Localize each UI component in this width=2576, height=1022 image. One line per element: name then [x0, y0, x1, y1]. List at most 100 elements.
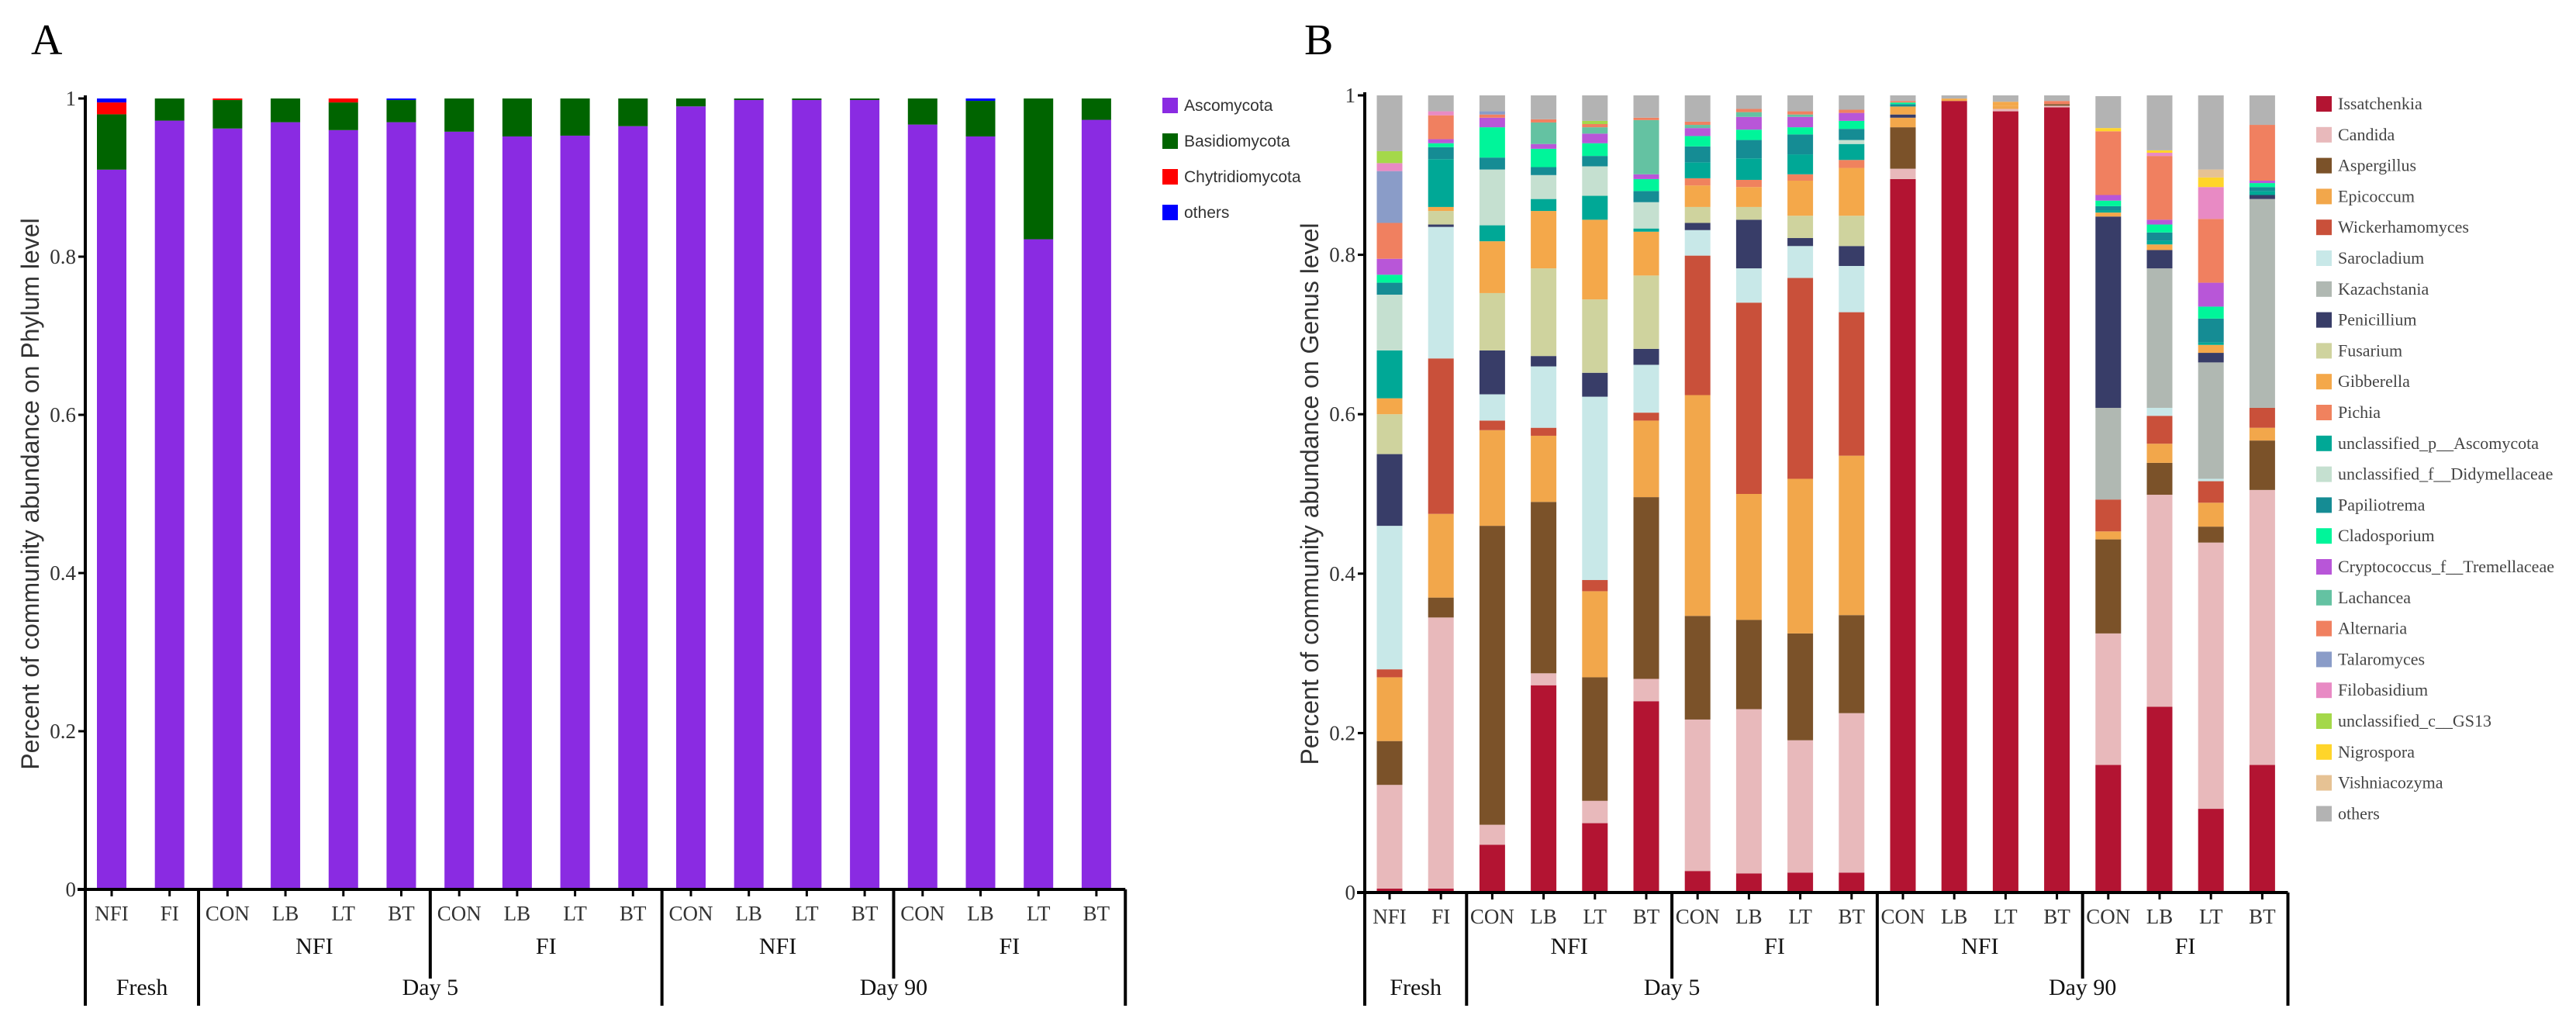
panel-label: B	[1304, 16, 1333, 64]
legend-swatch	[1162, 133, 1178, 149]
legend-label: Aspergillus	[2338, 156, 2416, 175]
bar-segment-others	[2095, 96, 2122, 129]
bar-segment-ascomycota	[444, 131, 475, 890]
legend-swatch	[2316, 96, 2332, 112]
bar-segment-ascomycota	[618, 126, 648, 889]
bar-segment-basidiomycota	[850, 98, 880, 101]
bar-segment-cladosporium	[1531, 148, 1557, 167]
bar-segment-unclassified-p-ascomycota	[1582, 195, 1608, 220]
y-tick-label: 0.2	[50, 720, 76, 743]
bar-segment-cryptococcus-f-tremellaceae	[1735, 116, 1762, 130]
y-tick-label: 0.8	[1329, 243, 1355, 267]
bar-segment-basidiomycota	[386, 100, 416, 123]
legend-item: Talaromyces	[2316, 649, 2425, 668]
bar-segment-kazachstania	[2146, 268, 2173, 408]
bar-segment-basidiomycota	[154, 98, 185, 121]
x-tick-label: LT	[563, 902, 587, 925]
bar-segment-fusarium	[1787, 216, 1814, 239]
bar-segment-ascomycota	[328, 129, 358, 890]
bar-segment-cryptococcus-f-tremellaceae	[1633, 174, 1659, 179]
bar-segment-others	[1684, 95, 1711, 122]
bar-segment-aspergillus	[2095, 539, 2122, 634]
bar-segment-alternaria	[2249, 125, 2275, 181]
bar-segment-pichia	[1684, 178, 1711, 186]
x-tick-label: NFI	[1373, 905, 1407, 928]
bars	[1376, 95, 2275, 893]
legend-swatch	[2316, 343, 2332, 359]
group-label: Day 5	[402, 975, 458, 1000]
bar-segment-sarocladium	[1735, 268, 1762, 303]
bar-segment-gibberella	[1941, 98, 1967, 102]
legend-swatch	[2316, 497, 2332, 513]
bar-segment-basidiomycota	[444, 98, 475, 132]
bar-segment-epicoccum	[1376, 677, 1403, 741]
bar-segment-ascomycota	[1024, 239, 1054, 889]
bar-segment-alternaria	[2146, 156, 2173, 220]
bar-segment-papiliotrema	[1787, 134, 1814, 155]
bar-segment-penicillium	[1839, 246, 1865, 266]
bar-segment-cryptococcus-f-tremellaceae	[2249, 180, 2275, 184]
legend-swatch	[1162, 205, 1178, 220]
group-label: Day 90	[860, 975, 927, 1000]
group-label: Day 90	[2049, 975, 2116, 1000]
bar-segment-wickerhamomyces	[2095, 499, 2122, 532]
bar-segment-cladosporium	[1428, 143, 1454, 147]
bar-segment-chytridiomycota	[328, 98, 358, 103]
y-tick-label: 0	[66, 878, 77, 901]
bar-segment-papiliotrema	[1376, 282, 1403, 295]
bar-segment-cryptococcus-f-tremellaceae	[1531, 143, 1557, 149]
bar-segment-cladosporium	[1479, 127, 1505, 158]
bar-segment-papiliotrema	[1582, 156, 1608, 167]
x-tick-label: BT	[1839, 905, 1866, 928]
bar-segment-gibberella	[1735, 187, 1762, 207]
bar-segment-fusarium	[1684, 206, 1711, 223]
bar-segment-issatchenkia	[1376, 888, 1403, 893]
bar-segment-basidiomycota	[965, 101, 996, 136]
bar-segment-issatchenkia	[1941, 101, 1967, 893]
legend-label: Filobasidium	[2338, 680, 2428, 699]
bar-segment-candida	[1839, 713, 1865, 873]
bar-segment-cryptococcus-f-tremellaceae	[1479, 117, 1505, 128]
legend-label: Cryptococcus_f__Tremellaceae	[2338, 557, 2554, 576]
x-tick-label: BT	[1083, 902, 1110, 925]
chart-panel-A: A NFI FI CON LB LT BT CON LB LT BT CON LB LT BT CON LB LT…	[16, 16, 1301, 1006]
bar-segment-unclassified-p-ascomycota	[1479, 225, 1505, 242]
bar-segment-sarocladium	[1479, 394, 1505, 421]
bar-segment-ascomycota	[502, 136, 532, 889]
legend-label: unclassified_c__GS13	[2338, 711, 2491, 730]
legend-swatch	[2316, 589, 2332, 606]
bar-segment-cryptococcus-f-tremellaceae	[2198, 282, 2224, 307]
bar-segment-sarocladium	[1684, 230, 1711, 256]
bar-segment-basidiomycota	[271, 98, 301, 123]
bar-segment-filobasidium	[2146, 153, 2173, 157]
bar-segment-cladosporium	[1376, 274, 1403, 283]
bar-segment-wickerhamomyces	[1787, 278, 1814, 479]
x-tick-label: LT	[1583, 905, 1607, 928]
bar-segment-issatchenkia	[2249, 765, 2275, 893]
bar-segment-cryptococcus-f-tremellaceae	[1787, 116, 1814, 128]
bar-segment-others	[1941, 95, 1967, 99]
bar-segment-kazachstania	[2198, 362, 2224, 479]
bar-segment-unclassified-f-didymellaceae	[1531, 174, 1557, 199]
bar-segment-sarocladium	[2198, 478, 2224, 482]
bar-segment-fusarium	[1582, 299, 1608, 373]
bar-segment-unclassified-p-ascomycota	[2095, 210, 2122, 213]
x-tick-label: LT	[795, 902, 819, 925]
y-axis-label: Percent of community abundance on Genus …	[1296, 223, 1324, 765]
legend-label: Gibberella	[2338, 371, 2410, 391]
bar-segment-others	[2249, 95, 2275, 126]
x-tick-label: LT	[2199, 905, 2223, 928]
subgroup-label: FI	[1764, 934, 1785, 959]
bar-segment-epicoccum	[2146, 444, 2173, 463]
legend-swatch	[2316, 281, 2332, 297]
bar-segment-fusarium	[1735, 206, 1762, 220]
legend-label: Vishniacozyma	[2338, 773, 2443, 792]
bar-segment-fusarium	[1839, 216, 1865, 247]
bar-segment-issatchenkia	[1735, 873, 1762, 893]
bar-segment-cladosporium	[2146, 224, 2173, 233]
legend-label: Papiliotrema	[2338, 495, 2426, 514]
legend-item: Cryptococcus_f__Tremellaceae	[2316, 557, 2554, 576]
bar-segment-ascomycota	[386, 122, 416, 890]
bar-segment-aspergillus	[1376, 741, 1403, 785]
bar-segment-epicoccum	[2249, 427, 2275, 441]
